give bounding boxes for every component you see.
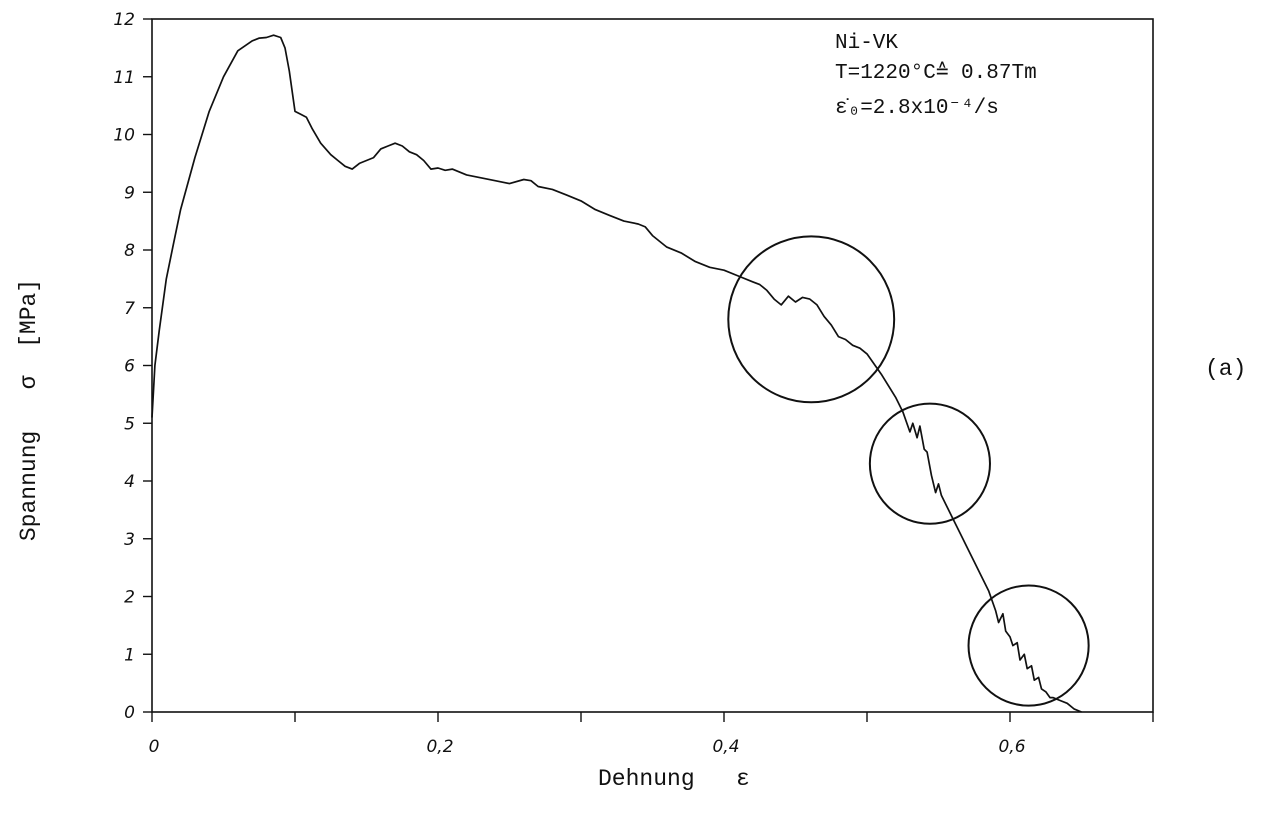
y-tick-label-8: 8 bbox=[124, 241, 135, 261]
highlight-circle-2 bbox=[868, 402, 991, 525]
annotation-temperature: T=1220°C≙ 0.87Tm bbox=[835, 61, 1037, 85]
circled-regions bbox=[727, 235, 1090, 707]
y-tick-label-2: 2 bbox=[124, 588, 135, 608]
panel-label: (a) bbox=[1205, 356, 1246, 382]
highlight-circle-3 bbox=[967, 584, 1090, 707]
x-tick-labels: 0 0,2 0,4 0,6 bbox=[149, 737, 1026, 757]
y-tick-label-1: 1 bbox=[124, 645, 135, 665]
annotation-material: Ni-VK bbox=[835, 32, 898, 55]
y-tick-label-0: 0 bbox=[124, 703, 135, 723]
y-tick-label-4: 4 bbox=[124, 472, 135, 492]
highlight-circle-1 bbox=[727, 235, 896, 404]
x-tick-label-1: 0,2 bbox=[426, 737, 453, 757]
x-tick-label-3: 0,6 bbox=[998, 737, 1025, 757]
y-tick-label-10: 10 bbox=[113, 126, 135, 146]
x-tick-label-0: 0 bbox=[149, 737, 160, 757]
y-axis-title: Spannung σ [MPa] bbox=[16, 279, 42, 541]
y-tick-label-5: 5 bbox=[124, 414, 135, 434]
x-axis-title: Dehnung ε bbox=[598, 766, 750, 792]
annotation-strain-rate: ε̇₀=2.8x10⁻⁴/s bbox=[835, 97, 999, 120]
y-tick-label-9: 9 bbox=[124, 183, 135, 203]
stress-strain-curve bbox=[151, 34, 1082, 713]
axis-ticks bbox=[143, 18, 1154, 722]
y-tick-label-3: 3 bbox=[124, 530, 135, 550]
y-tick-label-6: 6 bbox=[124, 357, 135, 377]
y-tick-label-7: 7 bbox=[124, 299, 135, 319]
y-tick-label-12: 12 bbox=[113, 10, 135, 30]
plot-frame bbox=[151, 18, 1154, 713]
x-tick-label-2: 0,4 bbox=[712, 737, 739, 757]
y-tick-label-11: 11 bbox=[113, 68, 135, 88]
